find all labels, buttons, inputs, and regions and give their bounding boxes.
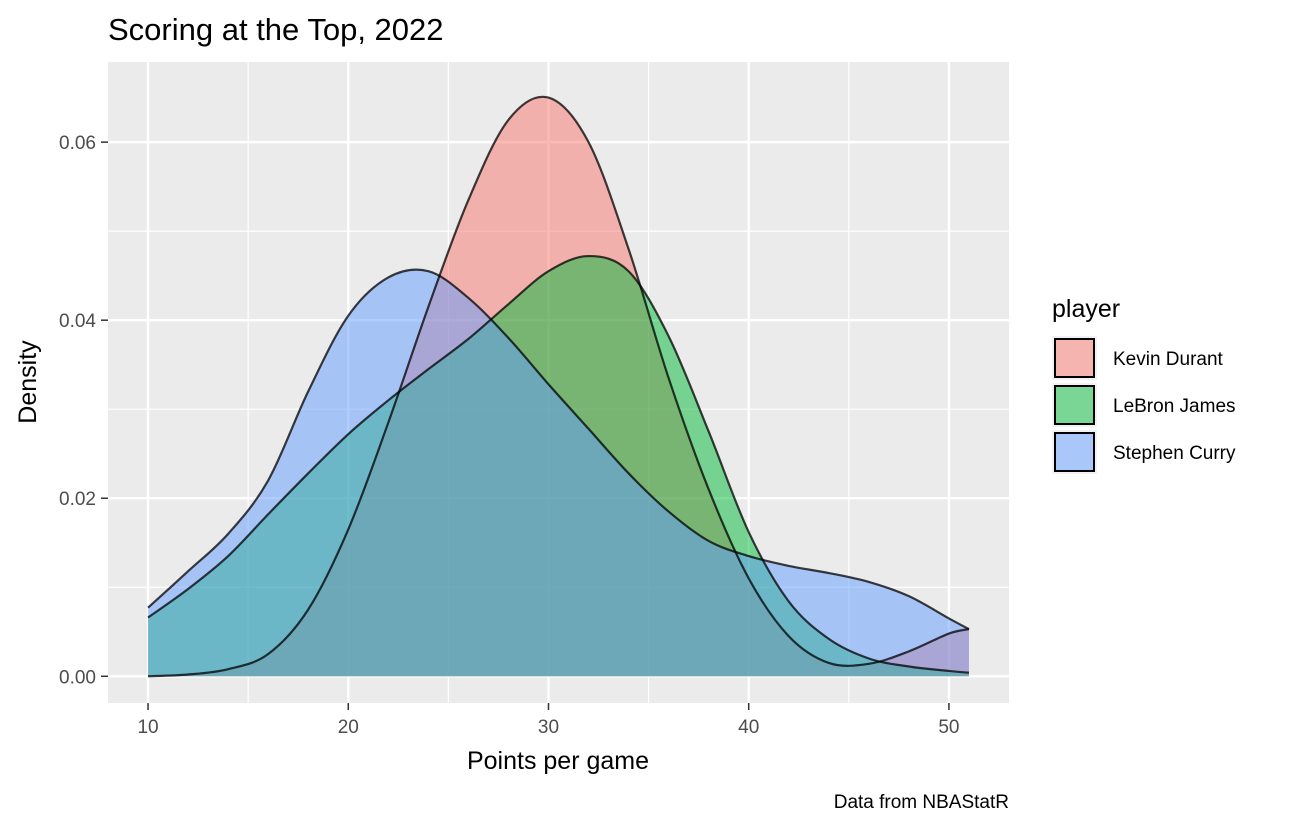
legend-title: player <box>1052 295 1120 323</box>
x-tick-label: 30 <box>538 717 559 738</box>
x-axis: 10 20 30 40 50 <box>137 703 960 738</box>
density-area-stephen-curry <box>148 269 969 677</box>
density-areas <box>148 96 969 677</box>
legend-item-stephen-curry: Stephen Curry <box>1052 430 1236 474</box>
legend-label: LeBron James <box>1113 396 1236 417</box>
legend-label: Stephen Curry <box>1113 443 1236 464</box>
legend-swatch <box>1054 338 1095 378</box>
y-tick-label: 0.04 <box>59 311 96 332</box>
density-line-kevin-durant <box>147 95 970 678</box>
legend-swatch <box>1054 385 1095 425</box>
caption: Data from NBAStatR <box>834 792 1009 813</box>
x-tick-label: 50 <box>938 717 959 738</box>
legend-label: Kevin Durant <box>1113 349 1224 370</box>
y-axis: 0.00 0.02 0.04 0.06 <box>59 133 108 688</box>
chart-title: Scoring at the Top, 2022 <box>108 12 444 47</box>
density-lines <box>147 95 970 678</box>
x-tick-label: 20 <box>338 717 359 738</box>
y-axis-title: Density <box>14 340 42 424</box>
legend: Kevin Durant LeBron James Stephen Curry <box>1052 336 1236 474</box>
x-tick-label: 10 <box>137 717 158 738</box>
y-tick-label: 0.06 <box>59 133 96 154</box>
density-line-lebron-james <box>147 254 970 674</box>
legend-item-lebron-james: LeBron James <box>1052 383 1236 427</box>
y-tick-label: 0.02 <box>59 489 96 510</box>
density-line-stephen-curry <box>147 268 970 631</box>
x-axis-title: Points per game <box>467 747 649 775</box>
legend-item-kevin-durant: Kevin Durant <box>1052 336 1224 380</box>
legend-swatch <box>1054 432 1095 472</box>
x-tick-label: 40 <box>738 717 759 738</box>
y-tick-label: 0.00 <box>59 667 96 688</box>
